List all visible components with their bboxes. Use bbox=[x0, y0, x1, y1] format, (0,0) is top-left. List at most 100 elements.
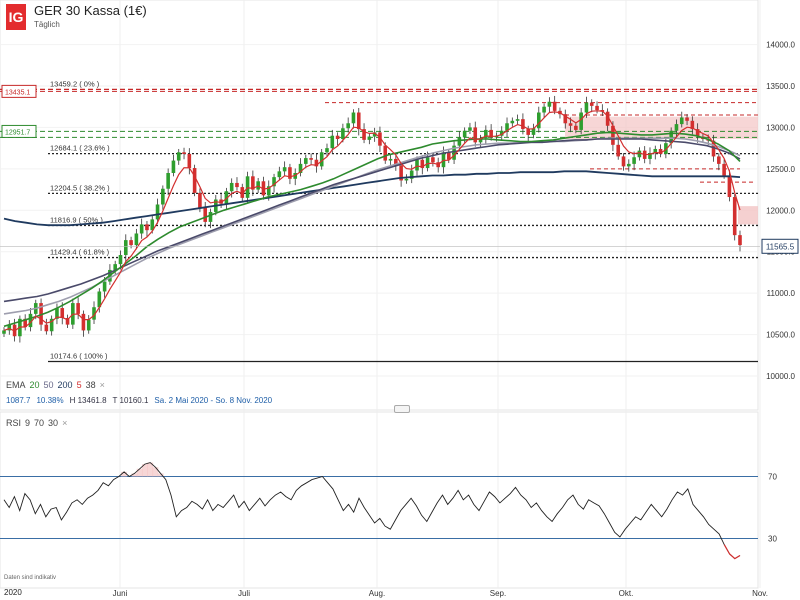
ema-legend[interactable]: EMA 20 50 200 5 38 × bbox=[6, 380, 105, 390]
candle-body bbox=[325, 148, 329, 153]
candle-body bbox=[727, 175, 732, 198]
candle-body bbox=[632, 157, 636, 164]
candle-body bbox=[669, 130, 673, 144]
candle-body bbox=[55, 308, 59, 319]
rsi-legend[interactable]: RSI 9 70 30 × bbox=[6, 418, 67, 428]
candle-body bbox=[574, 125, 578, 130]
candle-body bbox=[648, 153, 652, 159]
candle-body bbox=[251, 176, 255, 190]
ema-label: EMA bbox=[6, 380, 26, 390]
candle-body bbox=[457, 137, 462, 146]
candle-body bbox=[595, 105, 599, 111]
candle-body bbox=[579, 112, 583, 130]
candle-body bbox=[690, 120, 695, 130]
timeframe-label[interactable]: Täglich bbox=[34, 20, 60, 29]
candle-body bbox=[171, 160, 176, 173]
candle-body bbox=[356, 112, 361, 130]
candle-body bbox=[245, 176, 250, 198]
candle-body bbox=[261, 181, 266, 196]
candle-body bbox=[425, 157, 430, 169]
candle-body bbox=[198, 192, 202, 208]
level-tag-box bbox=[1, 84, 37, 98]
candle-body bbox=[388, 158, 393, 161]
level-tag-label: 12951.7 bbox=[5, 129, 30, 136]
instrument-title[interactable]: GER 30 Kassa (1€) bbox=[34, 3, 147, 18]
change-value: 1087.7 bbox=[6, 396, 31, 405]
y-tick-label: 12500.0 bbox=[766, 165, 795, 174]
candle-body bbox=[563, 114, 568, 124]
candle-body bbox=[182, 152, 186, 154]
rsi-lower: 30 bbox=[48, 418, 59, 428]
candle-body bbox=[2, 330, 6, 334]
candle-body bbox=[229, 182, 234, 192]
rsi-label: RSI bbox=[6, 418, 22, 428]
date-range: Sa. 2 Mai 2020 - So. 8 Nov. 2020 bbox=[154, 396, 273, 405]
rsi-overbought-fill bbox=[141, 464, 148, 477]
candle-body bbox=[521, 119, 525, 130]
candle-body bbox=[568, 123, 573, 126]
ema-38-line bbox=[3, 138, 741, 303]
low-value: T 10160.1 bbox=[112, 396, 149, 405]
ig-logo: IG bbox=[6, 4, 26, 30]
candle-body bbox=[346, 123, 350, 129]
candle-body bbox=[44, 324, 49, 332]
y-tick-label: 14000.0 bbox=[766, 41, 795, 50]
candle-body bbox=[176, 152, 181, 161]
candle-body bbox=[150, 219, 155, 231]
candle-body bbox=[335, 135, 340, 140]
candle-body bbox=[505, 123, 509, 131]
candle-body bbox=[134, 233, 139, 246]
candle-body bbox=[446, 152, 451, 160]
candle-body bbox=[552, 101, 557, 111]
rsi-overbought-fill bbox=[152, 467, 159, 477]
candle-body bbox=[679, 117, 684, 125]
rsi-close-icon[interactable]: × bbox=[62, 418, 68, 428]
candle-body bbox=[685, 117, 689, 121]
candle-body bbox=[102, 281, 107, 292]
price-panel-frame bbox=[0, 0, 759, 411]
candle-body bbox=[155, 204, 160, 220]
level-tag-box bbox=[1, 124, 37, 138]
candle-body bbox=[616, 144, 621, 157]
ema-5-line bbox=[3, 110, 741, 332]
close-icon[interactable]: × bbox=[99, 380, 105, 390]
candle-body bbox=[208, 211, 213, 222]
candle-body bbox=[123, 240, 128, 256]
candle-body bbox=[86, 319, 91, 331]
ema-38-value: 38 bbox=[85, 380, 96, 390]
candle-body bbox=[499, 130, 504, 136]
candle-body bbox=[161, 188, 165, 205]
price-stats: 1087.7 10.38% H 13461.8 T 10160.1 Sa. 2 … bbox=[6, 396, 272, 405]
candle-body bbox=[605, 111, 610, 126]
rsi-level-label: 70 bbox=[768, 473, 777, 482]
candle-body bbox=[526, 129, 531, 135]
candle-body bbox=[7, 324, 12, 331]
candle-body bbox=[611, 125, 615, 145]
candle-body bbox=[473, 127, 478, 143]
candle-body bbox=[113, 264, 117, 270]
fib-level-label: 10174.6 ( 100% ) bbox=[50, 352, 108, 361]
candle-body bbox=[187, 153, 192, 169]
rsi-oversold-line bbox=[723, 544, 741, 560]
rsi-period: 9 bbox=[25, 418, 31, 428]
candle-body bbox=[224, 191, 229, 204]
rsi-level-label: 30 bbox=[768, 535, 777, 544]
ema-50-value: 50 bbox=[43, 380, 54, 390]
candle-body bbox=[431, 157, 435, 163]
y-tick-label: 10000.0 bbox=[766, 372, 795, 381]
candle-body bbox=[542, 106, 546, 113]
candle-body bbox=[399, 165, 403, 181]
candle-body bbox=[531, 128, 536, 135]
rsi-overbought-fill bbox=[157, 473, 164, 477]
panel-resize-handle[interactable] bbox=[394, 405, 410, 413]
candle-body bbox=[309, 158, 313, 160]
candle-body bbox=[266, 186, 271, 196]
candle-body bbox=[674, 124, 679, 131]
data-disclaimer: Daten sind indikativ bbox=[4, 575, 57, 581]
candle-body bbox=[282, 167, 287, 172]
ema-20-value: 20 bbox=[29, 380, 40, 390]
candle-body bbox=[118, 255, 123, 265]
candle-body bbox=[314, 159, 319, 167]
chart-header: IG GER 30 Kassa (1€) Täglich bbox=[6, 4, 147, 30]
